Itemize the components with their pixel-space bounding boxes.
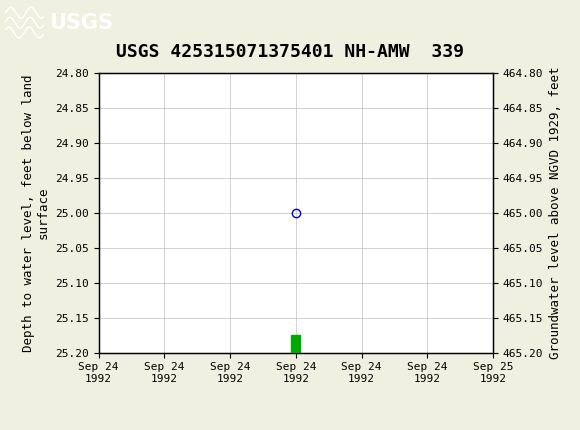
Text: USGS 425315071375401 NH-AMW  339: USGS 425315071375401 NH-AMW 339 — [116, 43, 464, 61]
Y-axis label: Depth to water level, feet below land
surface: Depth to water level, feet below land su… — [21, 74, 49, 352]
Bar — [292, 335, 300, 356]
Text: USGS: USGS — [49, 12, 113, 33]
Y-axis label: Groundwater level above NGVD 1929, feet: Groundwater level above NGVD 1929, feet — [549, 67, 562, 359]
